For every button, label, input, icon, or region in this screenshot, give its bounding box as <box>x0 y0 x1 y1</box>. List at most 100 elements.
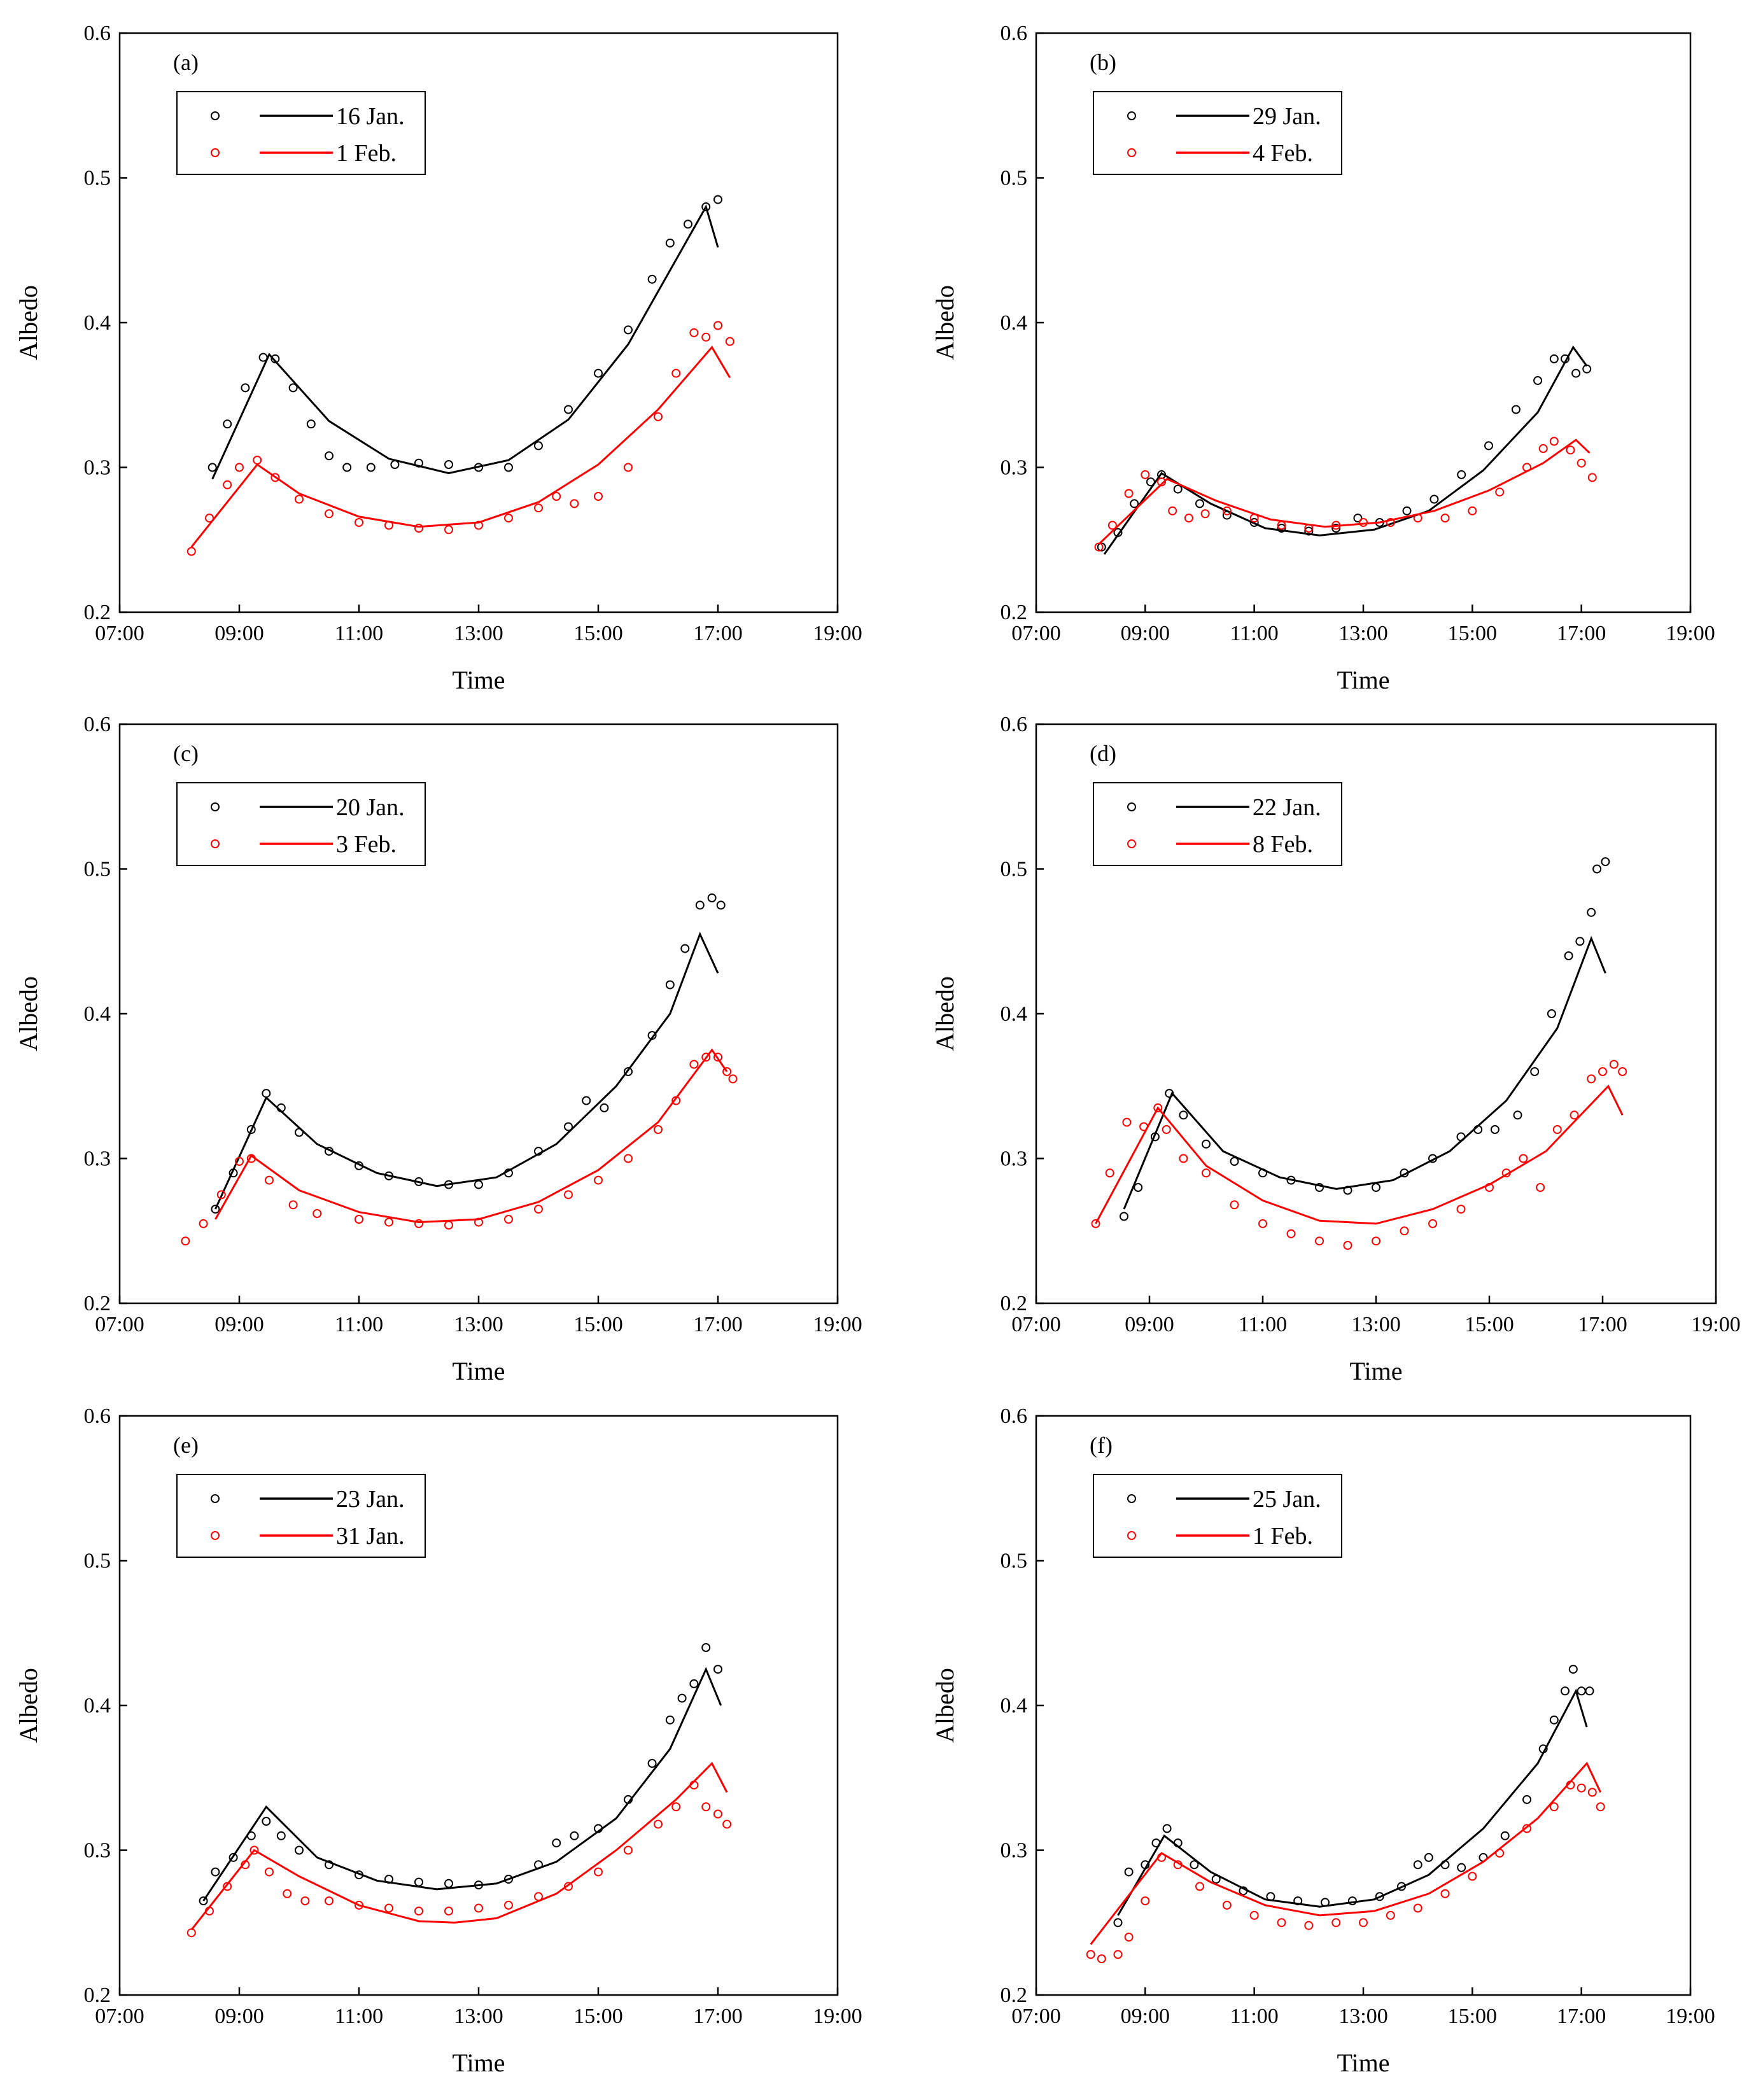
data-point <box>1141 470 1150 479</box>
x-tick-label: 19:00 <box>813 1313 862 1336</box>
data-point <box>295 494 304 504</box>
panel-label: (c) <box>173 741 199 766</box>
data-point <box>1151 1838 1161 1848</box>
y-tick-label: 0.4 <box>1001 1694 1028 1718</box>
fitted-line <box>1117 1688 1588 1916</box>
legend-marker <box>1127 839 1136 848</box>
data-point <box>1222 1900 1232 1910</box>
legend-label: 23 Jan. <box>336 1486 405 1513</box>
x-tick-label: 15:00 <box>573 622 622 645</box>
data-point <box>1587 1788 1597 1797</box>
legend-box <box>176 1474 426 1558</box>
data-point <box>695 900 705 910</box>
data-point <box>624 463 633 472</box>
data-point <box>1124 1867 1134 1877</box>
data-point <box>1331 524 1341 533</box>
data-point <box>1457 1863 1466 1872</box>
data-point <box>1157 477 1166 487</box>
data-point <box>624 1067 633 1076</box>
x-tick-label: 15:00 <box>1448 622 1497 645</box>
x-tick-label: 07:00 <box>95 2005 144 2028</box>
data-point <box>1258 1219 1267 1228</box>
data-point <box>1315 1236 1324 1246</box>
data-point <box>211 1205 220 1214</box>
panel-label: (b) <box>1090 50 1116 75</box>
data-point <box>1124 489 1134 498</box>
data-point <box>1202 1168 1211 1178</box>
data-point <box>1402 506 1412 515</box>
y-tick-label: 0.2 <box>1001 1292 1028 1315</box>
y-tick-label: 0.6 <box>1001 713 1028 736</box>
data-point <box>355 518 363 527</box>
legend-label: 4 Feb. <box>1253 140 1313 167</box>
data-point <box>689 1781 699 1790</box>
data-point <box>414 458 423 468</box>
data-point <box>414 1219 423 1228</box>
y-tick-label: 0.3 <box>1001 1147 1028 1171</box>
chart-panel-6: 0.2 0.3 0.4 0.5 0.6 07:00 09:00 11:00 13:00 15:00… <box>931 1404 1715 2077</box>
data-point <box>181 1236 190 1246</box>
x-tick-label: 11:00 <box>1230 2005 1279 2028</box>
data-point <box>205 1907 214 1916</box>
data-point <box>1343 1186 1352 1195</box>
x-axis-title: Time <box>1349 1357 1402 1385</box>
data-point <box>355 1870 363 1880</box>
data-point <box>713 1053 722 1062</box>
x-tick-label: 09:00 <box>1121 2005 1170 2028</box>
data-point <box>654 412 663 421</box>
data-point <box>1173 484 1183 494</box>
data-point <box>1304 526 1314 536</box>
data-point <box>1091 1219 1100 1228</box>
x-tick-label: 09:00 <box>214 622 263 645</box>
data-point <box>1533 376 1543 385</box>
legend-marker <box>211 111 220 120</box>
series-2 <box>1091 1060 1627 1250</box>
data-point <box>647 274 657 284</box>
legend-label: 1 Feb. <box>1253 1523 1313 1550</box>
data-point <box>1428 1154 1437 1163</box>
fitted-line <box>190 1761 728 1931</box>
x-tick-label: 15:00 <box>573 1313 622 1336</box>
data-point <box>384 1903 393 1913</box>
data-point <box>1587 1074 1596 1084</box>
x-axis-title: Time <box>1337 2048 1389 2077</box>
data-point <box>1457 470 1466 479</box>
panel-label: (f) <box>1090 1432 1113 1458</box>
y-tick-label: 0.6 <box>84 1404 111 1428</box>
fitted-line <box>1090 1761 1602 1945</box>
data-point <box>594 1867 603 1877</box>
x-tick-label: 07:00 <box>95 622 144 645</box>
data-point <box>1440 1860 1450 1870</box>
data-point <box>1162 1125 1171 1134</box>
x-tick-label: 13:00 <box>1351 1313 1400 1336</box>
x-tick-label: 11:00 <box>335 1313 383 1336</box>
fitted-line <box>1095 1084 1624 1225</box>
data-point <box>1413 1860 1422 1870</box>
data-point <box>1413 1903 1422 1913</box>
y-tick-label: 0.6 <box>84 713 111 736</box>
series-1 <box>1097 345 1592 555</box>
data-point <box>1587 473 1597 482</box>
data-point <box>624 1845 633 1855</box>
legend-marker <box>1127 802 1136 811</box>
data-point <box>504 1900 513 1910</box>
data-point <box>582 1096 591 1105</box>
data-point <box>1359 1918 1368 1928</box>
data-point <box>1577 458 1586 468</box>
data-point <box>716 900 726 910</box>
data-point <box>288 1200 298 1210</box>
data-point <box>211 1867 220 1877</box>
series-2 <box>186 321 734 556</box>
x-axis-title: Time <box>452 2048 505 2077</box>
y-tick-label: 0.4 <box>1001 1002 1028 1026</box>
x-tick-label: 09:00 <box>214 2005 263 2028</box>
legend-label: 25 Jan. <box>1253 1486 1321 1513</box>
chart-panel-2: 0.2 0.3 0.4 0.5 0.6 07:00 09:00 11:00 13:00 15:00… <box>931 22 1715 694</box>
y-tick-label: 0.3 <box>84 1839 111 1863</box>
y-axis-title: Albedo <box>931 285 959 360</box>
data-point <box>689 1060 699 1069</box>
x-tick-label: 17:00 <box>693 622 742 645</box>
data-point <box>205 514 214 523</box>
data-point <box>1120 1212 1128 1221</box>
data-point <box>1097 542 1106 552</box>
